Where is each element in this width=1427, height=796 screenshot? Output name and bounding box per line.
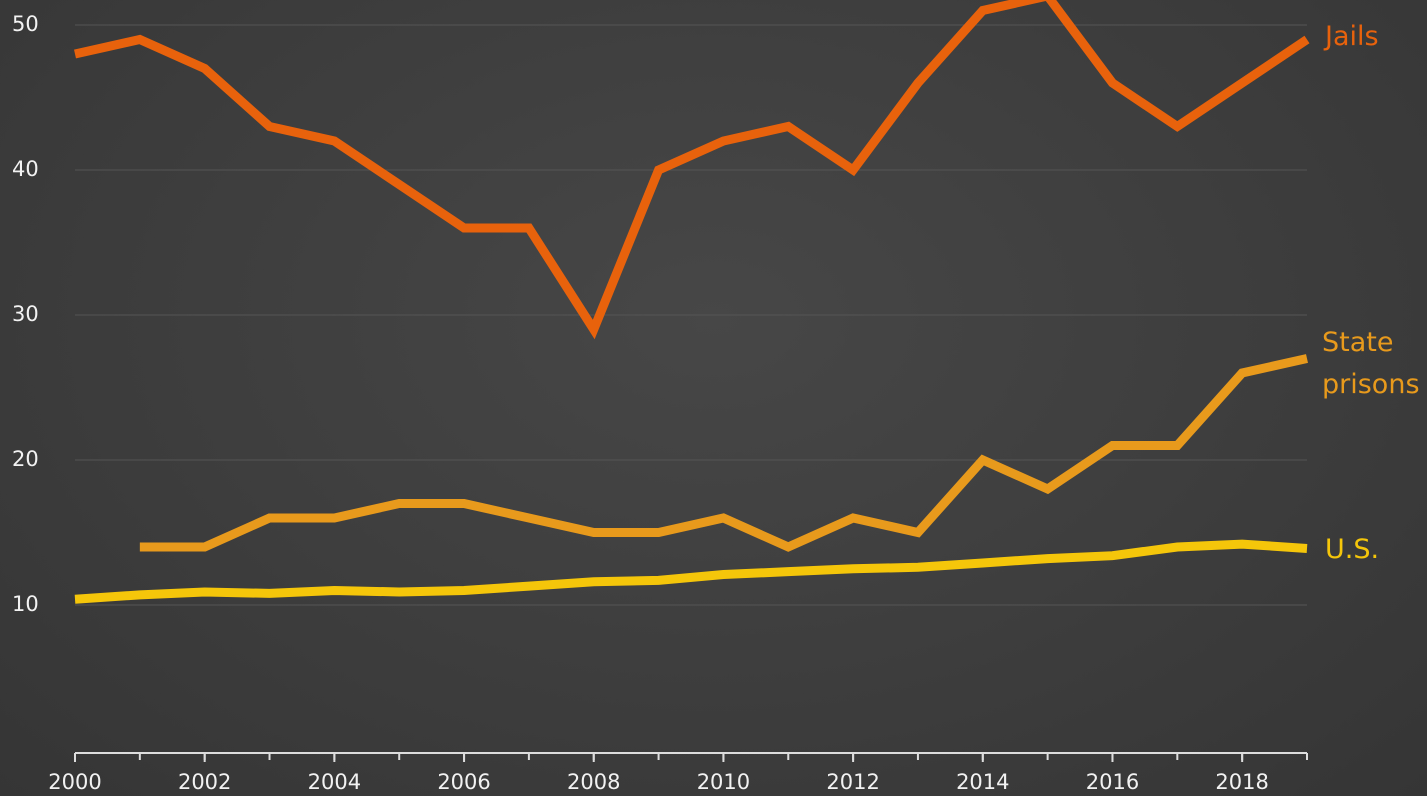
x-tick-label: 2008 (567, 770, 620, 794)
x-tick-label: 2018 (1215, 770, 1268, 794)
series-label: U.S. (1325, 534, 1380, 565)
series-label: Jails (1325, 21, 1379, 52)
x-tick-label: 2000 (48, 770, 101, 794)
y-tick-label: 50 (12, 12, 39, 36)
y-tick-label: 40 (12, 157, 39, 181)
y-tick-label: 30 (12, 302, 39, 326)
series-line (74, 0, 1310, 340)
x-tick-label: 2006 (437, 770, 490, 794)
y-tick-label: 20 (12, 447, 39, 471)
x-tick-label: 2016 (1086, 770, 1139, 794)
series-line (74, 539, 1308, 604)
series-label: State prisons (1322, 327, 1420, 400)
x-tick-label: 2012 (826, 770, 879, 794)
y-tick-label: 10 (12, 592, 39, 616)
x-tick-label: 2002 (178, 770, 231, 794)
x-tick-label: 2004 (308, 770, 361, 794)
series-line (139, 354, 1308, 552)
x-tick-label: 2010 (697, 770, 750, 794)
x-tick-label: 2014 (956, 770, 1009, 794)
